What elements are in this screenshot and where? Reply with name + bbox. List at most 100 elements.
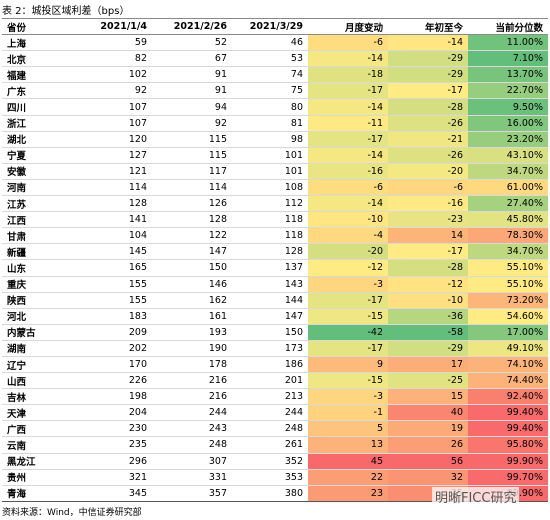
- value-cell: 107: [72, 115, 152, 132]
- value-cell: 74.10%: [468, 356, 548, 374]
- value-cell: -21: [388, 131, 468, 148]
- value-cell: -17: [308, 131, 388, 148]
- value-cell: 45: [308, 453, 388, 470]
- value-cell: 23.20%: [468, 131, 548, 148]
- value-cell: -58: [388, 324, 468, 341]
- province-cell: 内蒙古: [2, 324, 72, 341]
- table-row: 浙江 107 92 81 -11 -26 16.00%: [2, 115, 548, 132]
- table-row: 山西 226 216 201 -15 -25 74.40%: [2, 372, 548, 390]
- province-cell: 安徽: [2, 163, 72, 180]
- value-cell: 126: [152, 195, 232, 213]
- value-cell: 94: [152, 98, 232, 116]
- value-cell: 165: [72, 259, 152, 277]
- value-cell: 55.10%: [468, 259, 548, 277]
- value-cell: 17: [388, 356, 468, 374]
- value-cell: 143: [232, 276, 308, 293]
- value-cell: -17: [308, 292, 388, 309]
- spread-table: 省份 2021/1/4 2021/2/26 2021/3/29 月度变动 年初至今 当前分位…: [2, 17, 548, 502]
- province-cell: 北京: [2, 50, 72, 68]
- value-cell: 22: [308, 469, 388, 486]
- value-cell: 16.00%: [468, 115, 548, 132]
- value-cell: 226: [72, 372, 152, 390]
- table-row: 新疆 145 147 128 -20 -17 34.70%: [2, 243, 548, 261]
- value-cell: 54.60%: [468, 308, 548, 325]
- value-cell: -6: [308, 34, 388, 52]
- value-cell: 170: [72, 356, 152, 374]
- province-cell: 山东: [2, 259, 72, 277]
- table-row: 上海 59 52 46 -6 -14 11.00%: [2, 34, 548, 52]
- value-cell: 53: [232, 50, 308, 68]
- table-row: 河南 114 114 108 -6 -6 61.00%: [2, 179, 548, 197]
- table-row: 福建 102 91 74 -18 -29 13.70%: [2, 66, 548, 84]
- value-cell: -14: [308, 147, 388, 164]
- value-cell: 59: [72, 34, 152, 52]
- value-cell: 118: [232, 211, 308, 229]
- table-row: 云南 235 248 261 13 26 95.80%: [2, 436, 548, 454]
- column-header: 年初至今: [388, 17, 468, 36]
- value-cell: 141: [72, 211, 152, 229]
- province-cell: 广东: [2, 82, 72, 100]
- value-cell: -36: [388, 308, 468, 325]
- value-cell: -14: [308, 98, 388, 116]
- value-cell: 380: [232, 485, 308, 502]
- value-cell: 173: [232, 340, 308, 357]
- value-cell: 45.80%: [468, 211, 548, 229]
- value-cell: -23: [388, 211, 468, 229]
- value-cell: 81: [232, 115, 308, 132]
- value-cell: 80: [232, 98, 308, 116]
- value-cell: -14: [308, 50, 388, 68]
- source-note: 资料来源：Wind，中信证券研究部: [2, 508, 142, 518]
- value-cell: 145: [72, 243, 152, 261]
- value-cell: 244: [152, 404, 232, 422]
- value-cell: -26: [388, 115, 468, 132]
- value-cell: 114: [72, 179, 152, 197]
- table-row: 安徽 121 117 101 -16 -20 34.70%: [2, 163, 548, 180]
- value-cell: 43.10%: [468, 147, 548, 164]
- value-cell: 67: [152, 50, 232, 68]
- value-cell: -25: [388, 372, 468, 390]
- province-cell: 新疆: [2, 243, 72, 261]
- value-cell: 74.40%: [468, 372, 548, 390]
- value-cell: -12: [308, 259, 388, 277]
- table-row: 甘肃 104 122 118 -4 14 78.30%: [2, 227, 548, 245]
- value-cell: 95.80%: [468, 436, 548, 454]
- province-cell: 重庆: [2, 276, 72, 293]
- value-cell: 150: [152, 259, 232, 277]
- value-cell: 146: [152, 276, 232, 293]
- table-row: 天津 204 244 244 -1 40 99.40%: [2, 404, 548, 422]
- province-cell: 湖南: [2, 340, 72, 357]
- value-cell: -28: [388, 98, 468, 116]
- value-cell: 209: [72, 324, 152, 341]
- table-row: 四川 107 94 80 -14 -28 9.50%: [2, 98, 548, 116]
- value-cell: 19: [388, 420, 468, 438]
- value-cell: 114: [152, 179, 232, 197]
- value-cell: 198: [72, 388, 152, 406]
- watermark: 明晰FICC研究: [432, 487, 520, 506]
- value-cell: 345: [72, 485, 152, 502]
- value-cell: 128: [72, 195, 152, 213]
- province-cell: 浙江: [2, 115, 72, 132]
- value-cell: 248: [232, 420, 308, 438]
- value-cell: 216: [152, 388, 232, 406]
- table-row: 北京 82 67 53 -14 -29 7.10%: [2, 50, 548, 68]
- value-cell: 244: [232, 404, 308, 422]
- value-cell: 161: [152, 308, 232, 325]
- column-header: 2021/1/4: [72, 17, 152, 36]
- value-cell: 307: [152, 453, 232, 470]
- table-row: 辽宁 170 178 186 9 17 74.10%: [2, 356, 548, 374]
- value-cell: 118: [232, 227, 308, 245]
- value-cell: 92: [72, 82, 152, 100]
- value-cell: -14: [388, 34, 468, 52]
- header-row: 省份 2021/1/4 2021/2/26 2021/3/29 月度变动 年初至今 当前分位…: [2, 17, 548, 36]
- table-row: 陕西 155 162 144 -17 -10 73.20%: [2, 292, 548, 309]
- value-cell: 352: [232, 453, 308, 470]
- value-cell: 73.20%: [468, 292, 548, 309]
- province-cell: 四川: [2, 98, 72, 116]
- table-row: 吉林 198 216 213 -3 15 92.40%: [2, 388, 548, 406]
- province-cell: 吉林: [2, 388, 72, 406]
- table-title: 表 2：城投区域利差（bps）: [2, 6, 130, 17]
- value-cell: -29: [388, 66, 468, 84]
- value-cell: 91: [152, 66, 232, 84]
- value-cell: -18: [308, 66, 388, 84]
- table-row: 山东 165 150 137 -12 -28 55.10%: [2, 259, 548, 277]
